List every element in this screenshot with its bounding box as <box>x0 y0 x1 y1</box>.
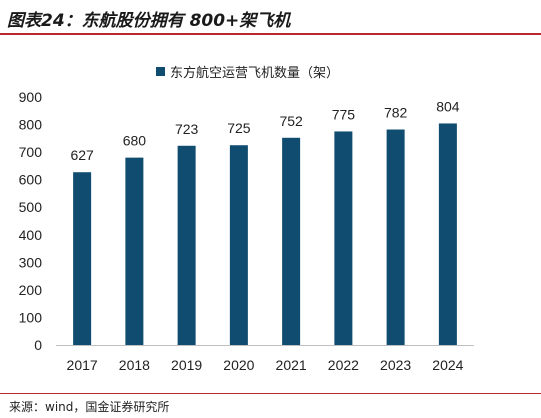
title-divider <box>0 33 541 35</box>
figure-title: 图表24：东航股份拥有 800+架飞机 <box>7 11 291 31</box>
y-tick-label: 600 <box>19 172 43 188</box>
bar-2020 <box>229 145 248 345</box>
bar-2023 <box>386 129 405 345</box>
bar-2018 <box>125 157 144 345</box>
legend-swatch <box>156 67 165 76</box>
data-label-2019: 723 <box>175 121 199 137</box>
y-tick-label: 500 <box>19 199 43 215</box>
x-tick-label: 2018 <box>119 357 150 373</box>
data-label-2018: 680 <box>123 133 147 149</box>
data-label-2017: 627 <box>70 147 94 163</box>
bar-2019 <box>177 145 196 345</box>
legend-label: 东方航空运营飞机数量（架） <box>170 65 339 81</box>
x-tick-label: 2020 <box>223 357 254 373</box>
bar-2017 <box>73 172 92 345</box>
x-tick-label: 2024 <box>432 357 463 373</box>
data-label-2020: 725 <box>227 120 251 136</box>
y-tick-label: 200 <box>19 282 43 298</box>
y-tick-label: 900 <box>19 89 43 105</box>
data-label-2023: 782 <box>384 105 408 121</box>
y-tick-label: 300 <box>19 254 43 270</box>
source-note: 来源：wind，国金证券研究所 <box>9 400 170 414</box>
y-tick-label: 800 <box>19 117 43 133</box>
y-tick-label: 100 <box>19 309 43 325</box>
data-label-2022: 775 <box>332 106 356 122</box>
y-tick-label: 700 <box>19 144 43 160</box>
source-divider <box>0 393 541 394</box>
bar-2024 <box>438 123 457 345</box>
data-label-2024: 804 <box>436 98 460 114</box>
x-tick-label: 2021 <box>276 357 307 373</box>
y-tick-label: 0 <box>34 337 42 353</box>
x-tick-label: 2017 <box>67 357 98 373</box>
x-tick-label: 2023 <box>380 357 411 373</box>
bar-2022 <box>334 131 353 345</box>
x-tick-label: 2019 <box>171 357 202 373</box>
bar-2021 <box>282 137 301 345</box>
data-label-2021: 752 <box>279 113 303 129</box>
y-tick-label: 400 <box>19 227 43 243</box>
x-tick-label: 2022 <box>328 357 359 373</box>
